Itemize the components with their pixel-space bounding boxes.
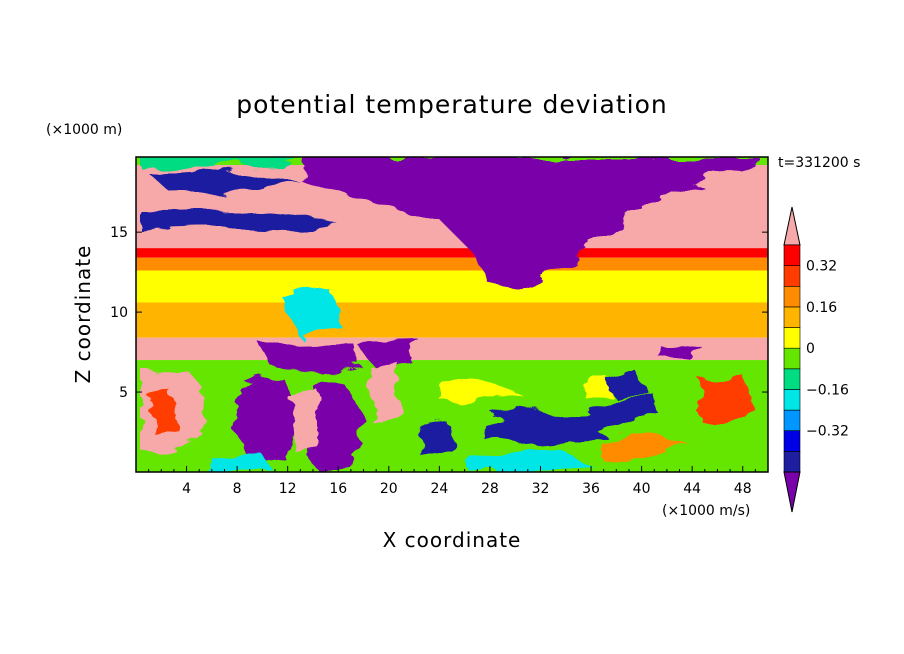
y-axis-unit: (×1000 m) (46, 122, 122, 138)
colorbar-swatch-6 (783, 347, 801, 370)
y-ticks: 5 10 15 (110, 225, 768, 401)
x-tick-label-1: 8 (233, 481, 242, 497)
contour-feature-3 (140, 157, 300, 168)
band-3 (136, 257, 768, 271)
contour-feature-18 (580, 374, 610, 398)
colorbar-swatch-11 (783, 244, 801, 266)
colorbar-swatch-8 (783, 306, 801, 328)
x-tick-label-6: 28 (481, 481, 499, 497)
x-axis-label: X coordinate (383, 528, 522, 552)
contour-feature-21 (280, 290, 345, 338)
colorbar-swatch-10 (783, 265, 801, 287)
colorbar: 0.32 0.16 0 −0.16 −0.32 (783, 206, 849, 513)
y-tick-label-0: 5 (119, 385, 128, 401)
contour-feature-9 (480, 390, 655, 445)
colorbar-label-1: 0.16 (806, 300, 837, 316)
x-tick-label-0: 4 (182, 481, 191, 497)
contour-feature-14 (368, 360, 400, 425)
time-label: t=331200 s (778, 155, 860, 171)
colorbar-label-2: 0 (806, 341, 815, 357)
colorbar-swatch-9 (783, 285, 801, 308)
colorbar-swatch-1 (783, 451, 801, 473)
x-tick-label-3: 16 (329, 481, 347, 497)
colorbar-label-0: 0.32 (806, 259, 837, 275)
colorbar-bottom-cap (783, 471, 801, 513)
contour-feature-11 (420, 425, 455, 460)
contour-feature-10 (600, 370, 645, 398)
y-tick-label-1: 10 (110, 305, 128, 321)
colorbar-swatch-3 (783, 409, 801, 432)
x-tick-label-4: 20 (380, 481, 398, 497)
colorbar-swatch-4 (783, 389, 801, 411)
band-4 (136, 270, 768, 303)
colorbar-label-3: −0.16 (806, 382, 849, 398)
colorbar-swatch-7 (783, 327, 801, 349)
contour-feature-16 (700, 372, 755, 430)
colorbar-swatch-5 (783, 368, 801, 390)
x-tick-label-8: 36 (582, 481, 600, 497)
contour-feature-20 (470, 450, 600, 472)
contour-feature-15 (150, 395, 178, 435)
x-tick-label-7: 32 (532, 481, 550, 497)
contour-feature-1 (140, 208, 340, 232)
contour-feature-13 (290, 392, 320, 452)
x-axis-unit: (×1000 m/s) (662, 503, 750, 519)
contour-feature-2 (150, 170, 300, 192)
contour-feature-5 (355, 340, 420, 368)
x-tick-label-11: 48 (734, 481, 752, 497)
contour-feature-4 (258, 340, 360, 372)
y-axis-label: Z coordinate (71, 245, 95, 384)
chart-title: potential temperature deviation (236, 90, 667, 119)
y-tick-label-2: 15 (110, 225, 128, 241)
x-tick-label-9: 40 (633, 481, 651, 497)
x-tick-label-10: 44 (683, 481, 701, 497)
band-2 (136, 248, 768, 258)
x-tick-label-2: 12 (279, 481, 297, 497)
x-ticks: 4 8 12 16 20 24 28 32 36 40 44 48 (148, 466, 756, 497)
colorbar-swatch-2 (783, 430, 801, 452)
band-5 (136, 302, 768, 338)
contour-feature-19 (205, 452, 275, 472)
contour-feature-22 (600, 432, 690, 460)
contour-feature-17 (440, 378, 520, 402)
colorbar-top-cap (783, 206, 801, 246)
contour-features (140, 157, 760, 472)
contour-feature-6 (235, 375, 300, 465)
colorbar-label-4: −0.32 (806, 424, 849, 440)
x-tick-label-5: 24 (430, 481, 448, 497)
contour-feature-8 (655, 340, 700, 360)
contour-feature-0 (300, 157, 760, 290)
